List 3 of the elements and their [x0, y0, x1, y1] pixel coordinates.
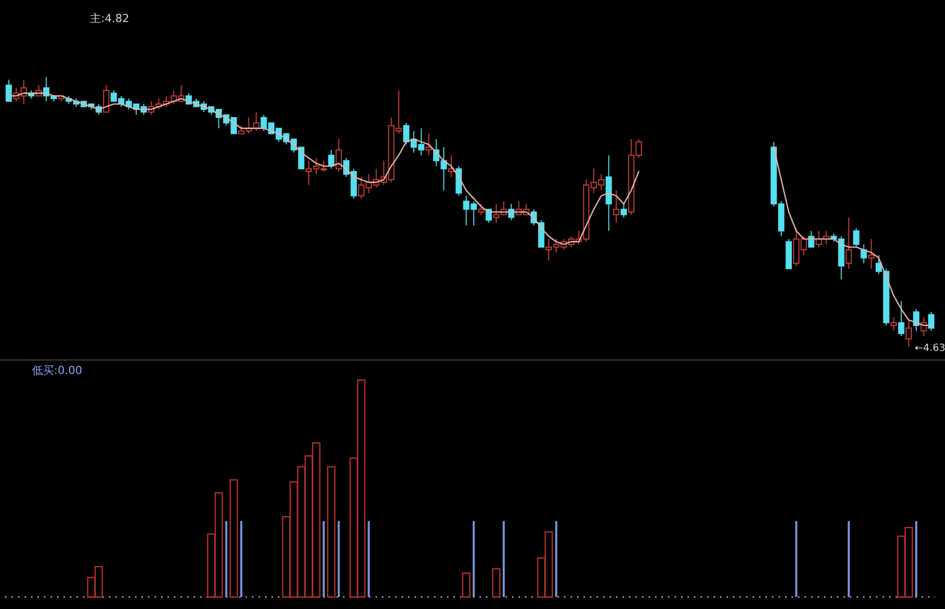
annotation: ←4.63	[914, 343, 945, 354]
text: 低买:0.00	[32, 364, 82, 377]
text: 主:4.82	[90, 12, 130, 25]
